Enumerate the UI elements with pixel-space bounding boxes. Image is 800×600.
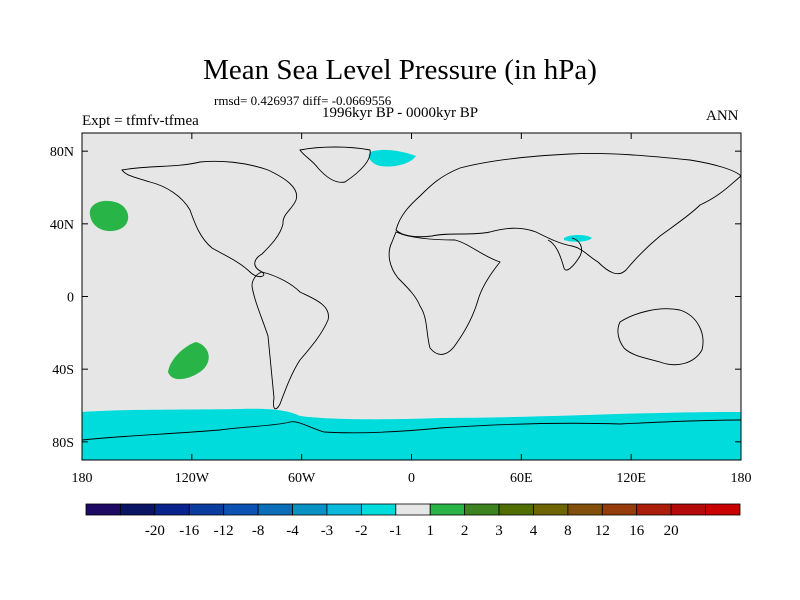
anomaly-southern-ocean-negative (82, 408, 741, 460)
colorbar: -20 -16 -12 -8 -4 -3 -2 -1 1 2 3 4 8 12 16 20 (85, 503, 741, 539)
colorbar-box (257, 503, 293, 516)
colorbar-box (601, 503, 638, 516)
lon-tick-label: 180 (72, 471, 93, 486)
experiment-label: Expt = tfmfv-tfmea (82, 113, 199, 129)
colorbar-box (429, 503, 466, 516)
lon-tick-label: 180 (731, 471, 752, 486)
coast-europe-asia (395, 153, 741, 275)
coast-africa (388, 231, 501, 355)
colorbar-label: -2 (355, 523, 368, 539)
lon-tick-label: 120W (175, 471, 210, 486)
lon-tick-label: 60E (510, 471, 533, 486)
anomaly-arabian-sea-negative (564, 235, 592, 242)
colorbar-box (498, 503, 534, 516)
coast-antarctica (82, 419, 741, 441)
coast-south-america (251, 271, 329, 410)
colorbar-label: -20 (145, 523, 165, 539)
coast-australia (617, 308, 704, 366)
lat-tick-label: 40S (52, 363, 74, 378)
coast-north-america (121, 160, 298, 278)
plot-title: Mean Sea Level Pressure (in hPa) (203, 54, 597, 86)
colorbar-label: 2 (461, 523, 469, 539)
anomaly-layer (82, 149, 741, 460)
colorbar-label: 12 (595, 523, 610, 539)
anomaly-greenland-sea-negative (368, 149, 416, 167)
colorbar-box (567, 503, 603, 516)
colorbar-box (188, 503, 225, 516)
colorbar-box (120, 503, 156, 516)
stats-text: rmsd= 0.426937 diff= -0.0669556 (214, 93, 392, 108)
colorbar-box (464, 503, 500, 516)
colorbar-box (85, 503, 121, 516)
colorbar-label: -1 (390, 523, 403, 539)
colorbar-label: 3 (495, 523, 503, 539)
colorbar-box (395, 503, 431, 516)
colorbar-label: 20 (664, 523, 679, 539)
colorbar-label: -3 (321, 523, 334, 539)
coast-greenland (299, 146, 371, 183)
colorbar-label: -8 (252, 523, 265, 539)
anomaly-north-pacific-positive (89, 200, 129, 232)
latitude-ticks: 80N 40N 0 40S 80S (50, 145, 741, 451)
colorbar-label: 1 (426, 523, 434, 539)
colorbar-box (223, 503, 259, 516)
colorbar-label: -4 (286, 523, 299, 539)
period-text: 1996kyr BP - 0000kyr BP (322, 105, 479, 121)
lat-tick-label: 80S (52, 436, 74, 451)
lon-tick-label: 120E (616, 471, 646, 486)
colorbar-box (326, 503, 362, 516)
anomaly-south-pacific-positive (168, 342, 209, 380)
colorbar-box (154, 503, 190, 516)
lon-tick-label: 60W (288, 471, 316, 486)
colorbar-box (670, 503, 706, 516)
coast-india (547, 237, 583, 271)
season-label: ANN (706, 108, 739, 124)
colorbar-box (705, 503, 741, 516)
lat-tick-label: 40N (50, 218, 74, 233)
lat-tick-label: 0 (67, 291, 74, 306)
map-background (82, 133, 741, 460)
colorbar-label: 16 (629, 523, 645, 539)
colorbar-label: 8 (564, 523, 572, 539)
lat-tick-label: 80N (50, 145, 74, 160)
colorbar-box (636, 503, 672, 516)
coastlines (82, 146, 741, 441)
longitude-ticks: 180 120W 60W 0 60E 120E 180 (72, 133, 752, 486)
lon-tick-label: 0 (408, 471, 415, 486)
colorbar-box (360, 503, 397, 516)
colorbar-box (533, 503, 569, 516)
colorbar-label: -16 (179, 523, 199, 539)
colorbar-label: 4 (530, 523, 538, 539)
colorbar-label: -12 (214, 523, 234, 539)
colorbar-box (292, 503, 328, 516)
